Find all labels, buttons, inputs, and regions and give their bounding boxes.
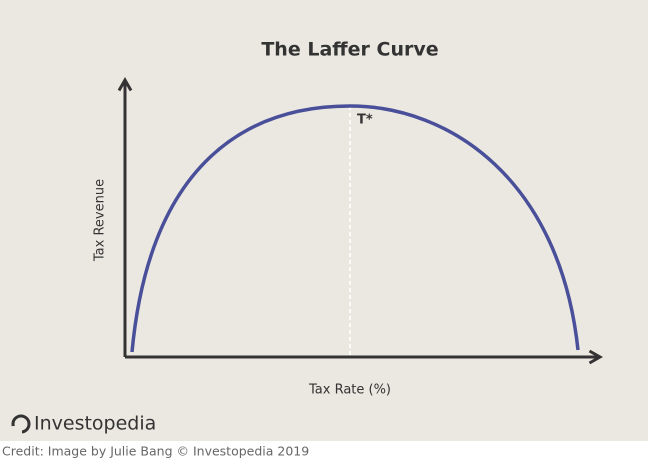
x-axis-label: Tax Rate (%) (308, 383, 391, 398)
peak-label: T* (357, 113, 373, 128)
logo-icon (11, 414, 31, 434)
laffer-curve (130, 104, 580, 353)
y-axis-label: Tax Revenue (93, 179, 108, 262)
title: The Laffer Curve (261, 39, 438, 61)
logo: Investopedia (34, 413, 156, 435)
credit: Credit: Image by Julie Bang © Investoped… (2, 444, 309, 459)
